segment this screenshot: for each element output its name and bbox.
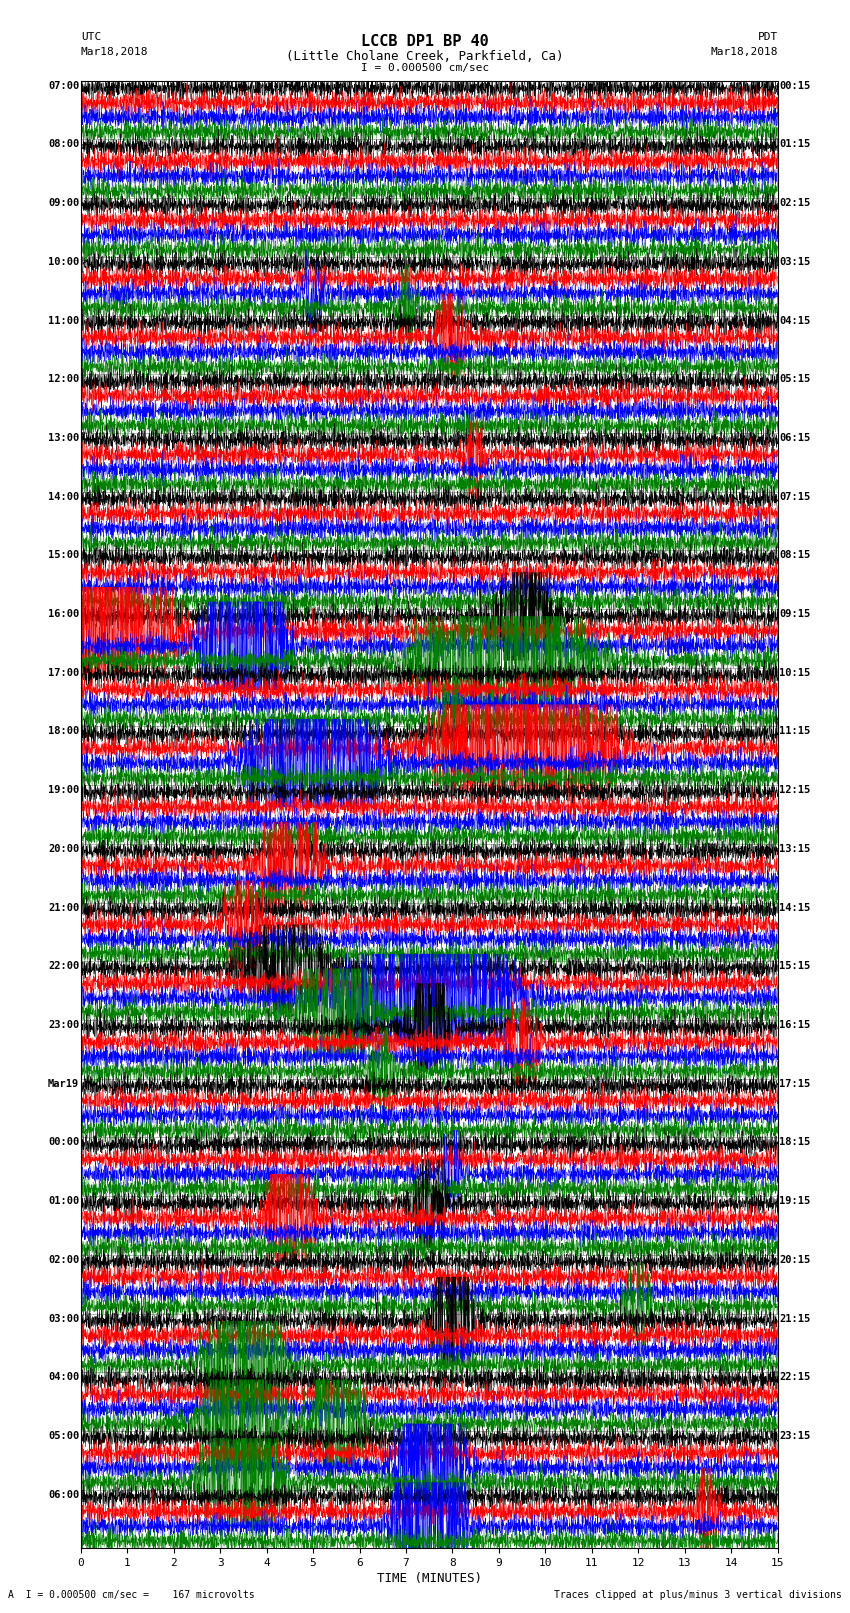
Text: 17:15: 17:15: [779, 1079, 810, 1089]
Text: 00:15: 00:15: [779, 81, 810, 90]
Text: 00:00: 00:00: [48, 1137, 79, 1147]
Text: 20:00: 20:00: [48, 844, 79, 853]
Text: 02:15: 02:15: [779, 198, 810, 208]
Text: 10:15: 10:15: [779, 668, 810, 677]
Text: 23:15: 23:15: [779, 1431, 810, 1440]
Text: 04:15: 04:15: [779, 316, 810, 326]
Text: 11:15: 11:15: [779, 726, 810, 737]
Text: 16:15: 16:15: [779, 1019, 810, 1031]
Text: 04:00: 04:00: [48, 1373, 79, 1382]
Text: 01:15: 01:15: [779, 139, 810, 150]
Text: PDT: PDT: [757, 32, 778, 42]
Text: 14:15: 14:15: [779, 903, 810, 913]
Text: 18:15: 18:15: [779, 1137, 810, 1147]
Text: 11:00: 11:00: [48, 316, 79, 326]
Text: 09:15: 09:15: [779, 610, 810, 619]
Text: 08:00: 08:00: [48, 139, 79, 150]
Text: 16:00: 16:00: [48, 610, 79, 619]
Text: 22:00: 22:00: [48, 961, 79, 971]
Text: 18:00: 18:00: [48, 726, 79, 737]
Text: I = 0.000500 cm/sec: I = 0.000500 cm/sec: [361, 63, 489, 73]
Text: 07:15: 07:15: [779, 492, 810, 502]
Text: Mar18,2018: Mar18,2018: [711, 47, 778, 56]
Text: (Little Cholane Creek, Parkfield, Ca): (Little Cholane Creek, Parkfield, Ca): [286, 50, 564, 63]
Text: UTC: UTC: [81, 32, 101, 42]
Text: 03:00: 03:00: [48, 1313, 79, 1324]
Text: LCCB DP1 BP 40: LCCB DP1 BP 40: [361, 34, 489, 48]
Text: 09:00: 09:00: [48, 198, 79, 208]
Text: A  I = 0.000500 cm/sec =    167 microvolts: A I = 0.000500 cm/sec = 167 microvolts: [8, 1590, 255, 1600]
Text: 06:00: 06:00: [48, 1490, 79, 1500]
Text: 06:15: 06:15: [779, 432, 810, 444]
Text: Mar19: Mar19: [48, 1079, 79, 1089]
Text: 19:00: 19:00: [48, 786, 79, 795]
Text: 08:15: 08:15: [779, 550, 810, 560]
Text: 22:15: 22:15: [779, 1373, 810, 1382]
Text: Mar18,2018: Mar18,2018: [81, 47, 148, 56]
Text: 01:00: 01:00: [48, 1197, 79, 1207]
Text: 15:00: 15:00: [48, 550, 79, 560]
Text: 12:00: 12:00: [48, 374, 79, 384]
Text: 21:15: 21:15: [779, 1313, 810, 1324]
Text: 15:15: 15:15: [779, 961, 810, 971]
Text: 02:00: 02:00: [48, 1255, 79, 1265]
Text: 19:15: 19:15: [779, 1197, 810, 1207]
X-axis label: TIME (MINUTES): TIME (MINUTES): [377, 1573, 482, 1586]
Text: 07:00: 07:00: [48, 81, 79, 90]
Text: 23:00: 23:00: [48, 1019, 79, 1031]
Text: 20:15: 20:15: [779, 1255, 810, 1265]
Text: 03:15: 03:15: [779, 256, 810, 266]
Text: 10:00: 10:00: [48, 256, 79, 266]
Text: 17:00: 17:00: [48, 668, 79, 677]
Text: 12:15: 12:15: [779, 786, 810, 795]
Text: 13:00: 13:00: [48, 432, 79, 444]
Text: 13:15: 13:15: [779, 844, 810, 853]
Text: Traces clipped at plus/minus 3 vertical divisions: Traces clipped at plus/minus 3 vertical …: [553, 1590, 842, 1600]
Text: 05:00: 05:00: [48, 1431, 79, 1440]
Text: 21:00: 21:00: [48, 903, 79, 913]
Text: 05:15: 05:15: [779, 374, 810, 384]
Text: 14:00: 14:00: [48, 492, 79, 502]
